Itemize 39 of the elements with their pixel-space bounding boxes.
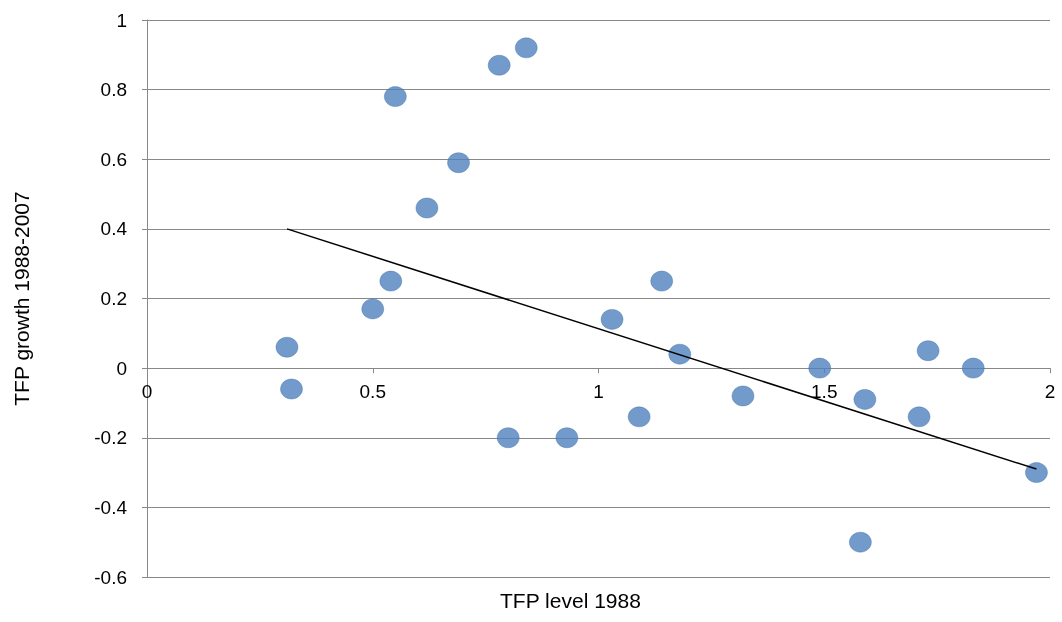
point xyxy=(487,55,511,76)
point xyxy=(379,270,403,292)
y-tick-label: 1 xyxy=(116,9,127,31)
point xyxy=(384,86,407,107)
x-tick-label: 0 xyxy=(141,381,153,403)
point xyxy=(731,385,755,407)
point xyxy=(496,427,520,448)
y-tick-label: 0.8 xyxy=(100,79,127,101)
point xyxy=(962,357,985,379)
point xyxy=(1025,462,1048,483)
y-tick-label: 0.6 xyxy=(100,148,127,170)
y-tick-label: 0 xyxy=(116,357,127,379)
x-tick-label: 1 xyxy=(593,381,604,403)
y-tick-label: -0.6 xyxy=(94,566,127,588)
x-tick-label: 1.5 xyxy=(811,381,838,403)
x-axis-title: TFP level 1988 xyxy=(500,589,641,612)
point xyxy=(916,340,940,361)
point xyxy=(849,531,872,553)
point xyxy=(515,37,538,59)
point xyxy=(808,357,831,379)
point xyxy=(650,270,673,292)
point xyxy=(447,152,470,173)
point xyxy=(415,197,439,219)
y-tick-label: 0.2 xyxy=(100,288,127,309)
point xyxy=(907,406,931,428)
point xyxy=(627,406,651,428)
point xyxy=(361,298,384,320)
point xyxy=(555,427,579,448)
y-tick-label: 0.4 xyxy=(100,218,128,240)
y-axis-title: TFP growth 1988-2007 xyxy=(10,191,33,406)
point xyxy=(275,336,299,358)
x-tick-label: 0.5 xyxy=(359,381,386,403)
y-tick-label: -0.2 xyxy=(94,427,127,449)
point xyxy=(280,378,303,400)
x-tick-label: 2 xyxy=(1044,381,1056,403)
point xyxy=(853,389,877,410)
point xyxy=(600,309,624,330)
point xyxy=(668,343,692,365)
y-tick-label: -0.4 xyxy=(94,496,128,518)
